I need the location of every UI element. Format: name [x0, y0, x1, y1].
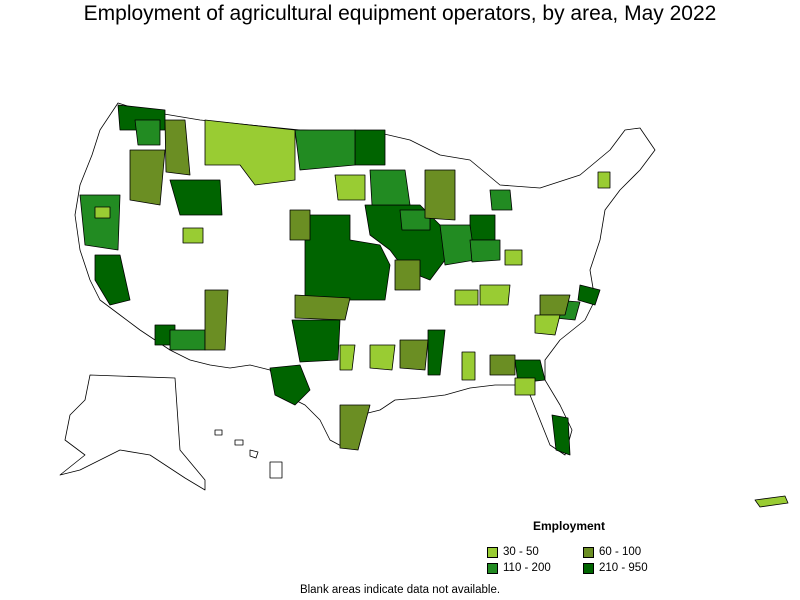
region-wisconsin-olive: [424, 169, 456, 221]
region-texas-dark: [269, 364, 311, 406]
legend-label-30-50: 30 - 50: [503, 546, 539, 558]
map-title: Employment of agricultural equipment ope…: [83, 2, 717, 25]
region-michigan-med: [489, 189, 513, 211]
region-montana-light: [204, 119, 296, 186]
region-northdakota-light: [334, 174, 366, 201]
region-arizona-med: [169, 329, 206, 351]
region-westvirginia-light: [504, 249, 523, 266]
region-newmexico-dark: [291, 319, 341, 363]
region-ohio-dark: [469, 214, 496, 241]
legend-swatch-210-950: [583, 562, 594, 574]
legend-swatch-30-50: [487, 546, 498, 558]
region-louisiana-olive: [399, 339, 429, 371]
alaska-outline: [59, 374, 206, 491]
footnote: Blank areas indicate data not available.: [299, 584, 501, 596]
region-nc-dark: [577, 284, 601, 306]
legend-swatch-110-200: [487, 562, 498, 574]
legend-label-60-100: 60 - 100: [599, 546, 642, 558]
legend-item-60-100: 60 - 100: [583, 545, 641, 559]
region-california-north-med: [79, 194, 121, 251]
region-kansas-olive: [294, 294, 351, 321]
puerto-rico: [754, 495, 789, 508]
legend-label-210-950: 210 - 950: [599, 562, 648, 574]
region-oklahoma-light: [339, 344, 356, 371]
region-california-dark: [94, 254, 131, 306]
hawaii-islands: [214, 429, 283, 479]
region-nevada-light: [182, 227, 204, 244]
region-mississippi-dark: [427, 329, 446, 376]
legend-item-110-200: 110 - 200: [487, 561, 551, 575]
region-florida-light: [514, 377, 536, 396]
region-arkansas-olive: [394, 259, 421, 291]
region-tennessee-light: [454, 289, 479, 306]
region-georgia-olive: [489, 354, 516, 376]
legend-label-110-200: 110 - 200: [503, 562, 551, 574]
region-idaho-olive: [164, 119, 191, 176]
region-virginia-olive: [539, 294, 571, 316]
region-illinois-med: [439, 224, 476, 266]
region-kentucky-light: [479, 284, 511, 306]
region-virginia-light: [534, 314, 561, 336]
region-texas-light: [369, 344, 396, 371]
region-montana-med: [294, 129, 356, 171]
region-georgia-dark: [514, 359, 546, 384]
region-minnesota-med: [369, 169, 411, 206]
region-florida-dark: [551, 414, 571, 456]
region-newmexico-olive: [204, 289, 229, 351]
region-northwest-med: [134, 119, 161, 146]
region-idaho-dark: [169, 179, 223, 216]
region-indiana-med: [469, 239, 501, 263]
region-northdakota-dark: [354, 129, 386, 166]
region-oregon-olive: [129, 149, 166, 206]
legend-item-30-50: 30 - 50: [487, 545, 539, 559]
region-mississippi-light: [461, 351, 476, 381]
region-vermont-light: [597, 171, 611, 189]
legend-item-210-950: 210 - 950: [583, 561, 648, 575]
region-texas-gulf-olive: [339, 404, 371, 451]
region-california-light: [94, 206, 111, 219]
region-iowa-med: [399, 209, 431, 231]
region-colorado-olive: [289, 209, 311, 241]
legend-title: Employment: [533, 519, 606, 533]
legend-swatch-60-100: [583, 546, 594, 558]
